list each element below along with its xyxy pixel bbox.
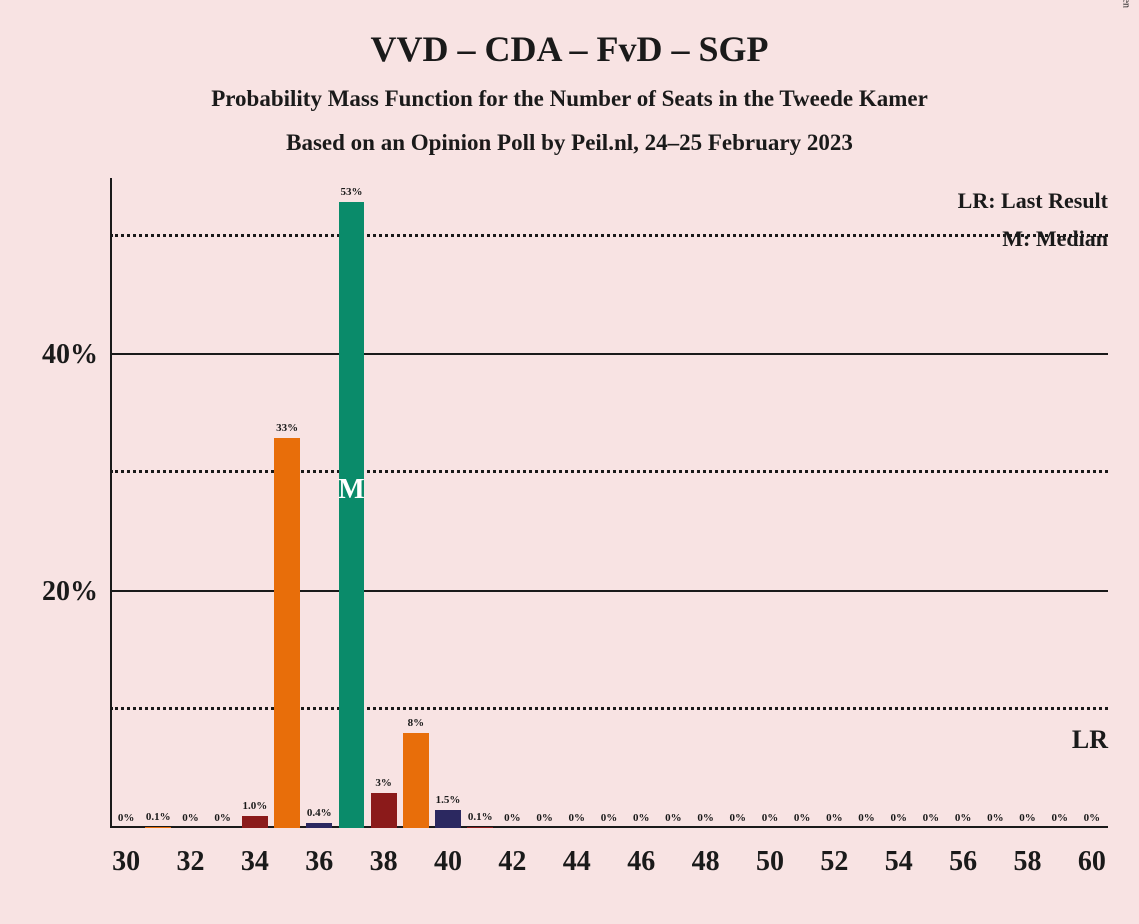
x-tick-label: 56 bbox=[949, 846, 977, 878]
bar bbox=[371, 793, 397, 828]
y-tick-label: 40% bbox=[42, 339, 98, 371]
legend-lr: LR: Last Result bbox=[958, 188, 1108, 214]
x-tick-label: 48 bbox=[692, 846, 720, 878]
bar-value-label: 53% bbox=[340, 186, 362, 198]
bar bbox=[435, 810, 461, 828]
bar-value-label: 1.5% bbox=[436, 794, 461, 806]
bar bbox=[242, 816, 268, 828]
bar-value-label: 3% bbox=[375, 777, 392, 789]
bar-value-label: 0% bbox=[955, 812, 972, 824]
bar-value-label: 0% bbox=[890, 812, 907, 824]
bar bbox=[403, 733, 429, 828]
y-axis bbox=[110, 178, 112, 828]
gridline-major bbox=[110, 353, 1108, 355]
bar-value-label: 0% bbox=[214, 812, 231, 824]
x-tick-label: 60 bbox=[1078, 846, 1106, 878]
bar-value-label: 0% bbox=[826, 812, 843, 824]
chart-subtitle-1: Probability Mass Function for the Number… bbox=[0, 86, 1139, 112]
bar-value-label: 0% bbox=[858, 812, 875, 824]
bar-value-label: 0% bbox=[504, 812, 521, 824]
chart-title: VVD – CDA – FvD – SGP bbox=[0, 28, 1139, 70]
x-tick-label: 58 bbox=[1014, 846, 1042, 878]
x-tick-label: 46 bbox=[627, 846, 655, 878]
chart-container: VVD – CDA – FvD – SGP Probability Mass F… bbox=[0, 0, 1139, 924]
bar-value-label: 0% bbox=[1084, 812, 1101, 824]
x-tick-label: 42 bbox=[498, 846, 526, 878]
bar-value-label: 0% bbox=[923, 812, 940, 824]
x-tick-label: 52 bbox=[820, 846, 848, 878]
x-tick-label: 44 bbox=[563, 846, 591, 878]
legend-median: M: Median bbox=[1002, 226, 1108, 252]
bar-value-label: 1.0% bbox=[242, 800, 267, 812]
bar-value-label: 0% bbox=[118, 812, 135, 824]
bar-value-label: 0.1% bbox=[468, 811, 493, 823]
bar-value-label: 0% bbox=[182, 812, 199, 824]
x-tick-label: 36 bbox=[305, 846, 333, 878]
bar-value-label: 0% bbox=[601, 812, 618, 824]
bar-value-label: 0.1% bbox=[146, 811, 171, 823]
bar-value-label: 8% bbox=[408, 717, 425, 729]
bar-value-label: 0.4% bbox=[307, 807, 332, 819]
x-tick-label: 32 bbox=[176, 846, 204, 878]
bar bbox=[339, 202, 365, 828]
median-marker: M bbox=[338, 474, 364, 506]
gridline-minor bbox=[110, 470, 1108, 473]
bar bbox=[274, 438, 300, 828]
gridline-minor bbox=[110, 707, 1108, 710]
copyright-text: © 2023 Filip van Laenen bbox=[1120, 0, 1131, 8]
bar-value-label: 0% bbox=[762, 812, 779, 824]
bar-value-label: 0% bbox=[987, 812, 1004, 824]
x-tick-label: 50 bbox=[756, 846, 784, 878]
y-tick-label: 20% bbox=[42, 576, 98, 608]
x-tick-label: 38 bbox=[370, 846, 398, 878]
bar-value-label: 0% bbox=[1019, 812, 1036, 824]
bar bbox=[145, 827, 171, 828]
bar-value-label: 0% bbox=[697, 812, 714, 824]
bar-value-label: 0% bbox=[536, 812, 553, 824]
bar bbox=[306, 823, 332, 828]
x-tick-label: 40 bbox=[434, 846, 462, 878]
bar-value-label: 0% bbox=[1051, 812, 1068, 824]
chart-subtitle-2: Based on an Opinion Poll by Peil.nl, 24–… bbox=[0, 130, 1139, 156]
x-tick-label: 30 bbox=[112, 846, 140, 878]
lr-marker: LR bbox=[1072, 725, 1108, 755]
bar-value-label: 0% bbox=[794, 812, 811, 824]
gridline-minor bbox=[110, 234, 1108, 237]
bar-value-label: 0% bbox=[633, 812, 650, 824]
x-tick-label: 54 bbox=[885, 846, 913, 878]
bar-value-label: 0% bbox=[730, 812, 747, 824]
x-tick-label: 34 bbox=[241, 846, 269, 878]
bar-value-label: 0% bbox=[569, 812, 586, 824]
bar-value-label: 33% bbox=[276, 422, 298, 434]
gridline-major bbox=[110, 590, 1108, 592]
plot-area: 20%40%303234363840424446485052545658600%… bbox=[110, 178, 1108, 828]
bar-value-label: 0% bbox=[665, 812, 682, 824]
bar bbox=[467, 827, 493, 828]
